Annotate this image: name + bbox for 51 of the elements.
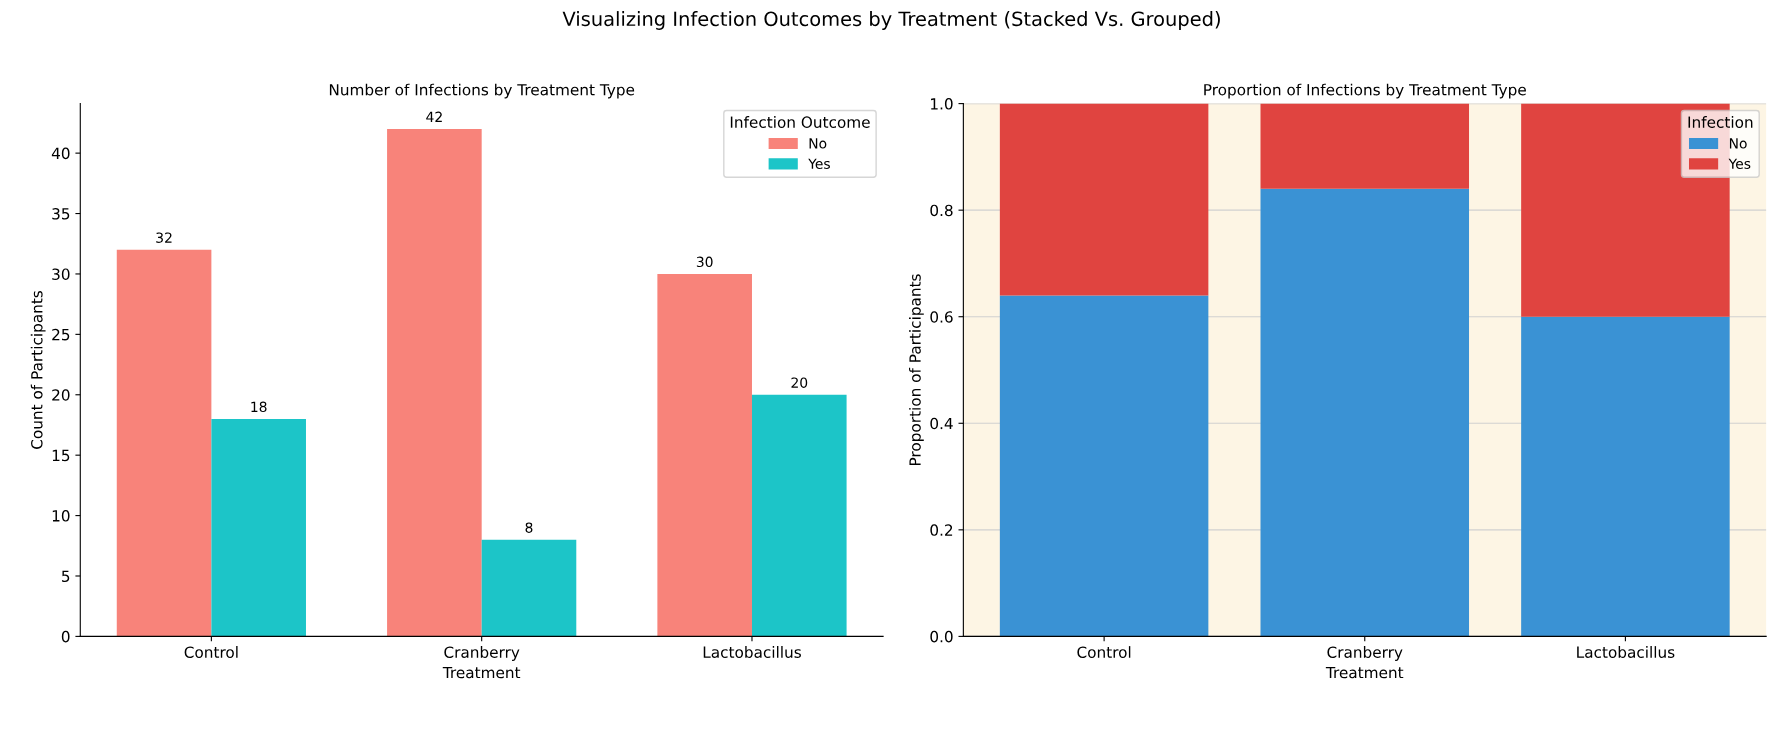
bar bbox=[116, 249, 212, 637]
data-label: 8 bbox=[525, 522, 533, 533]
bar bbox=[657, 273, 752, 637]
y-axis-title: Count of Participants bbox=[30, 290, 46, 449]
y-tick-label: 0.8 bbox=[930, 204, 953, 217]
y-tick-label: 10 bbox=[52, 510, 70, 522]
x-axis-title: Treatment bbox=[442, 666, 521, 679]
data-label: 20 bbox=[791, 377, 808, 388]
bar bbox=[1521, 316, 1730, 637]
y-tick-label: 0.2 bbox=[930, 524, 953, 536]
bar bbox=[999, 295, 1209, 637]
legend-label: Yes bbox=[1728, 158, 1751, 169]
legend-label: No bbox=[1729, 138, 1747, 149]
bar bbox=[387, 128, 482, 637]
x-tick-label: Lactobacillus bbox=[703, 646, 801, 658]
y-tick-label: 0.0 bbox=[930, 630, 953, 643]
y-tick-label: 0.4 bbox=[930, 417, 953, 430]
chart-title: Proportion of Infections by Treatment Type bbox=[1204, 83, 1526, 99]
y-tick-label: 5 bbox=[62, 570, 70, 583]
y-tick-label: 35 bbox=[52, 208, 70, 220]
text: Visualizing Infection Outcomes by Treatment (Stacked Vs. Grouped) bbox=[562, 11, 1220, 30]
bar bbox=[999, 103, 1209, 296]
y-tick-label: 0.6 bbox=[930, 311, 953, 323]
legend-label: Yes bbox=[808, 158, 830, 169]
bar bbox=[1260, 188, 1470, 637]
legend-title: Infection Outcome bbox=[730, 116, 870, 128]
x-tick-label: Cranberry bbox=[444, 646, 520, 661]
legend-label: No bbox=[809, 138, 827, 149]
y-axis-title: Proportion of Participants bbox=[909, 274, 924, 465]
bar bbox=[1260, 103, 1470, 189]
legend-title: Infection bbox=[1688, 116, 1753, 128]
y-tick-label: 20 bbox=[52, 389, 70, 401]
x-tick-label: Control bbox=[184, 646, 238, 658]
x-axis-title: Treatment bbox=[1325, 666, 1404, 679]
y-tick-label: 40 bbox=[51, 147, 70, 160]
data-label: 42 bbox=[426, 111, 442, 122]
bar bbox=[481, 539, 577, 637]
x-tick-label: Control bbox=[1077, 646, 1131, 658]
y-tick-label: 1.0 bbox=[931, 98, 953, 110]
data-label: 30 bbox=[696, 256, 713, 268]
bar bbox=[211, 418, 306, 637]
x-tick-label: Lactobacillus bbox=[1577, 646, 1675, 658]
chart-title: Number of Infections by Treatment Type bbox=[329, 83, 635, 99]
bar bbox=[751, 394, 847, 637]
data-label: 32 bbox=[156, 232, 172, 243]
data-label: 18 bbox=[251, 401, 267, 413]
y-tick-label: 15 bbox=[52, 449, 70, 462]
y-tick-label: 30 bbox=[52, 268, 70, 280]
y-tick-label: 25 bbox=[52, 328, 70, 341]
x-tick-label: Cranberry bbox=[1327, 646, 1403, 661]
y-tick-label: 0 bbox=[61, 630, 70, 643]
